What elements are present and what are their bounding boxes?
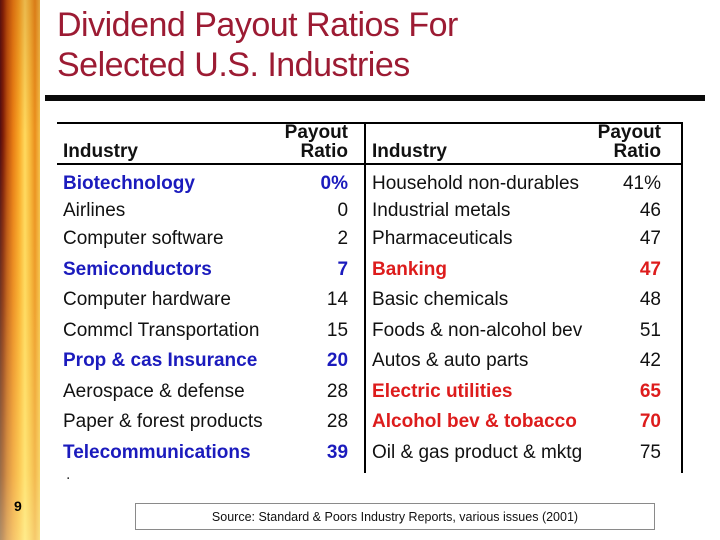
table-row: Oil & gas product & mktg 75 xyxy=(366,438,681,469)
table-row: Semiconductors 7 xyxy=(57,255,364,286)
payout-header-line2: Ratio xyxy=(613,141,662,162)
ratio-cell: 0% xyxy=(320,172,349,194)
industry-cell: Alcohol bev & tobacco xyxy=(372,411,577,433)
table-right-panel: Industry Payout Ratio Household non-dura… xyxy=(364,123,681,473)
industry-cell: Computer software xyxy=(63,228,224,250)
ratio-cell: 46 xyxy=(639,199,661,221)
payout-ratio-column-header: Payout Ratio xyxy=(598,123,661,161)
ratio-cell: 20 xyxy=(326,350,349,372)
table-row: Commcl Transportation 15 xyxy=(57,316,364,347)
payout-ratio-table: Industry Payout Ratio Biotechnology 0% Ai… xyxy=(57,122,683,473)
table-row: Foods & non-alcohol bev 51 xyxy=(366,316,681,347)
industry-cell: Pharmaceuticals xyxy=(372,228,513,250)
ratio-cell: 28 xyxy=(326,380,349,402)
table-row: Computer software 2 xyxy=(57,224,364,255)
table-left-panel: Industry Payout Ratio Biotechnology 0% Ai… xyxy=(57,123,365,473)
industry-cell: Paper & forest products xyxy=(63,411,263,433)
ratio-cell: 42 xyxy=(639,350,661,372)
table-left-rows: Biotechnology 0% Airlines 0 Computer softw… xyxy=(57,165,364,468)
source-note-box: Source: Standard & Poors Industry Report… xyxy=(135,503,655,530)
ratio-cell: 47 xyxy=(639,228,661,250)
table-row: Biotechnology 0% xyxy=(57,170,364,197)
industry-cell: Foods & non-alcohol bev xyxy=(372,319,583,341)
industry-cell: Basic chemicals xyxy=(372,289,509,311)
ratio-cell: 14 xyxy=(326,289,349,311)
industry-cell: Electric utilities xyxy=(372,380,513,402)
ratio-cell: 2 xyxy=(337,228,349,250)
industry-cell: Commcl Transportation xyxy=(63,319,260,341)
ratio-cell: 70 xyxy=(639,411,661,433)
decorative-side-strip xyxy=(0,0,40,540)
industry-cell: Autos & auto parts xyxy=(372,350,529,372)
industry-cell: Banking xyxy=(372,258,447,280)
industry-cell: Prop & cas Insurance xyxy=(63,350,258,372)
payout-header-line2: Ratio xyxy=(300,141,349,162)
industry-cell: Airlines xyxy=(63,199,126,221)
ratio-cell: 47 xyxy=(639,258,661,280)
ratio-cell: 7 xyxy=(337,258,349,280)
table-row: Alcohol bev & tobacco 70 xyxy=(366,407,681,438)
industry-column-header: Industry xyxy=(63,141,138,162)
table-row: Airlines 0 xyxy=(57,197,364,224)
payout-header-line1: Payout xyxy=(284,122,349,143)
table-row: Prop & cas Insurance 20 xyxy=(57,346,364,377)
stray-period-mark: . xyxy=(66,466,71,483)
table-row: Household non-durables 41% xyxy=(366,170,681,197)
industry-cell: Industrial metals xyxy=(372,199,511,221)
table-right-header: Industry Payout Ratio xyxy=(366,123,681,165)
ratio-cell: 48 xyxy=(639,289,661,311)
payout-ratio-column-header: Payout Ratio xyxy=(285,123,348,161)
table-row: Industrial metals 46 xyxy=(366,197,681,224)
title-underline-rule xyxy=(45,95,705,101)
table-right-rows: Household non-durables 41% Industrial met… xyxy=(366,165,681,468)
ratio-cell: 0 xyxy=(337,199,349,221)
ratio-cell: 28 xyxy=(326,411,349,433)
table-left-header: Industry Payout Ratio xyxy=(57,123,365,165)
ratio-cell: 65 xyxy=(639,380,661,402)
ratio-cell: 15 xyxy=(326,319,349,341)
industry-cell: Computer hardware xyxy=(63,289,231,311)
payout-header-line1: Payout xyxy=(597,122,661,143)
title-line-1: Dividend Payout Ratios For xyxy=(57,6,458,44)
slide-page-number: 9 xyxy=(14,498,22,514)
industry-cell: Telecommunications xyxy=(63,441,251,463)
industry-cell: Oil & gas product & mktg xyxy=(372,441,583,463)
industry-cell: Household non-durables xyxy=(372,172,580,194)
table-row: Basic chemicals 48 xyxy=(366,285,681,316)
source-note-text: Source: Standard & Poors Industry Report… xyxy=(211,509,579,524)
slide-title: Dividend Payout Ratios For Selected U.S.… xyxy=(57,5,707,85)
ratio-cell: 75 xyxy=(639,441,661,463)
table-row: Electric utilities 65 xyxy=(366,377,681,408)
table-row: Pharmaceuticals 47 xyxy=(366,224,681,255)
ratio-cell: 39 xyxy=(326,441,349,463)
industry-cell: Aerospace & defense xyxy=(63,380,245,402)
table-row: Banking 47 xyxy=(366,255,681,286)
table-row: Autos & auto parts 42 xyxy=(366,346,681,377)
industry-column-header: Industry xyxy=(372,141,447,162)
table-row: Telecommunications 39 xyxy=(57,438,364,469)
table-row: Aerospace & defense 28 xyxy=(57,377,364,408)
table-row: Computer hardware 14 xyxy=(57,285,364,316)
table-row: Paper & forest products 28 xyxy=(57,407,364,438)
ratio-cell: 41% xyxy=(622,172,661,194)
industry-cell: Biotechnology xyxy=(63,172,195,194)
industry-cell: Semiconductors xyxy=(63,258,212,280)
ratio-cell: 51 xyxy=(639,319,661,341)
title-line-2: Selected U.S. Industries xyxy=(57,46,410,84)
